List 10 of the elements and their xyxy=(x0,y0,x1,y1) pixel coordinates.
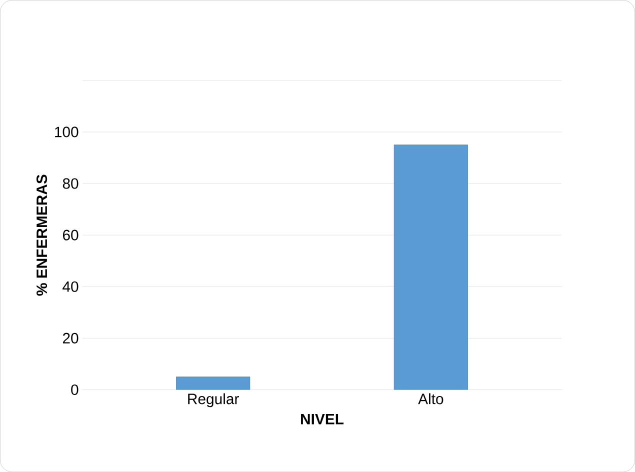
y-tick-label: 80 xyxy=(62,178,78,189)
x-axis-title: NIVEL xyxy=(301,414,344,424)
y-tick-label: 0 xyxy=(71,384,78,395)
x-tick-label: Alto xyxy=(418,393,444,404)
y-axis-title: % ENFERMERAS xyxy=(36,174,48,296)
y-tick-label: 60 xyxy=(63,230,78,240)
y-tick-label: 100 xyxy=(55,126,78,138)
y-tick-label: 20 xyxy=(62,332,78,344)
y-tick-label: 40 xyxy=(62,281,78,292)
x-tick-label: Regular xyxy=(188,393,239,408)
